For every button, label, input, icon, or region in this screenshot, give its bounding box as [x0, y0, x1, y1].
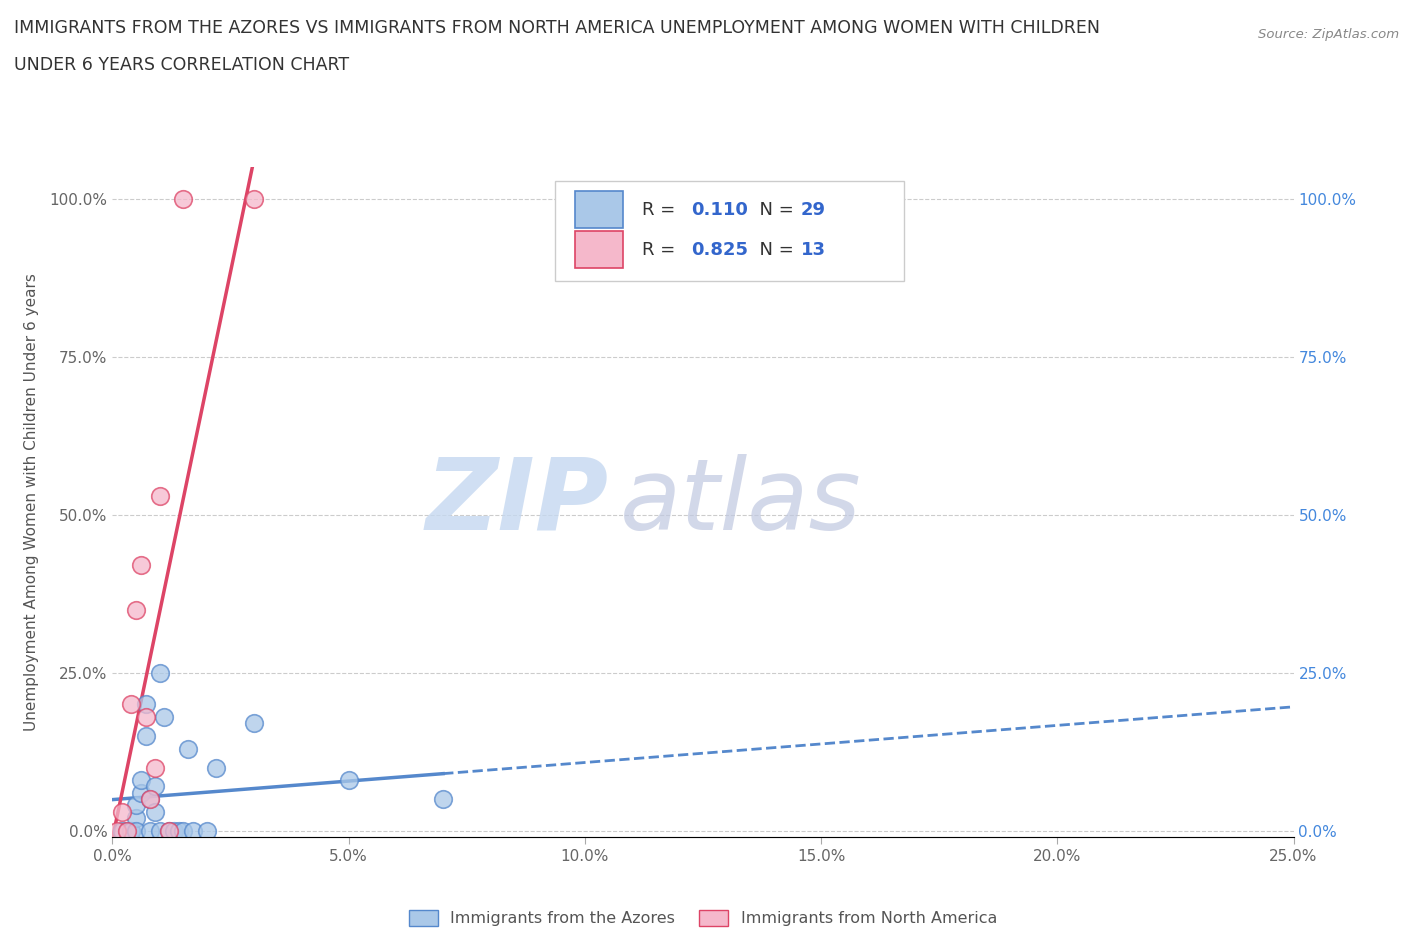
Text: R =: R = — [641, 201, 681, 219]
Text: UNDER 6 YEARS CORRELATION CHART: UNDER 6 YEARS CORRELATION CHART — [14, 56, 349, 73]
Point — [139, 823, 162, 838]
Point — [149, 488, 172, 503]
Point — [139, 791, 162, 806]
Point — [125, 798, 148, 813]
FancyBboxPatch shape — [575, 232, 623, 268]
Point — [143, 804, 166, 819]
Point — [177, 741, 200, 756]
Point — [243, 192, 266, 206]
Text: N =: N = — [748, 201, 800, 219]
Point — [149, 823, 172, 838]
Y-axis label: Unemployment Among Women with Children Under 6 years: Unemployment Among Women with Children U… — [24, 273, 38, 731]
Text: IMMIGRANTS FROM THE AZORES VS IMMIGRANTS FROM NORTH AMERICA UNEMPLOYMENT AMONG W: IMMIGRANTS FROM THE AZORES VS IMMIGRANTS… — [14, 19, 1099, 36]
Point — [172, 823, 194, 838]
Point — [163, 823, 186, 838]
Point — [129, 558, 152, 573]
Text: Source: ZipAtlas.com: Source: ZipAtlas.com — [1258, 28, 1399, 41]
Point — [111, 804, 134, 819]
Point — [149, 665, 172, 680]
Point — [129, 773, 152, 788]
Point — [153, 710, 176, 724]
Point — [243, 716, 266, 731]
Point — [115, 823, 138, 838]
Point — [167, 823, 190, 838]
FancyBboxPatch shape — [575, 192, 623, 228]
Point — [143, 760, 166, 775]
Point — [157, 823, 180, 838]
Legend: Immigrants from the Azores, Immigrants from North America: Immigrants from the Azores, Immigrants f… — [402, 903, 1004, 930]
Text: R =: R = — [641, 241, 681, 259]
Point — [111, 823, 134, 838]
Point — [120, 823, 142, 838]
Text: ZIP: ZIP — [426, 454, 609, 551]
Point — [105, 823, 128, 838]
FancyBboxPatch shape — [555, 180, 904, 281]
Text: 13: 13 — [801, 241, 827, 259]
Point — [172, 192, 194, 206]
Text: 29: 29 — [801, 201, 827, 219]
Point — [195, 823, 218, 838]
Point — [337, 773, 360, 788]
Point — [135, 697, 157, 711]
Point — [125, 602, 148, 617]
Point — [120, 697, 142, 711]
Point — [125, 823, 148, 838]
Point — [129, 785, 152, 800]
Point — [432, 791, 454, 806]
Text: atlas: atlas — [620, 454, 862, 551]
Point — [205, 760, 228, 775]
Point — [135, 710, 157, 724]
Text: 0.825: 0.825 — [692, 241, 748, 259]
Point — [135, 728, 157, 743]
Text: N =: N = — [748, 241, 800, 259]
Point — [115, 823, 138, 838]
Point — [181, 823, 204, 838]
Point — [120, 823, 142, 838]
Point — [157, 823, 180, 838]
Point — [125, 811, 148, 826]
Point — [143, 779, 166, 794]
Point — [139, 791, 162, 806]
Text: 0.110: 0.110 — [692, 201, 748, 219]
